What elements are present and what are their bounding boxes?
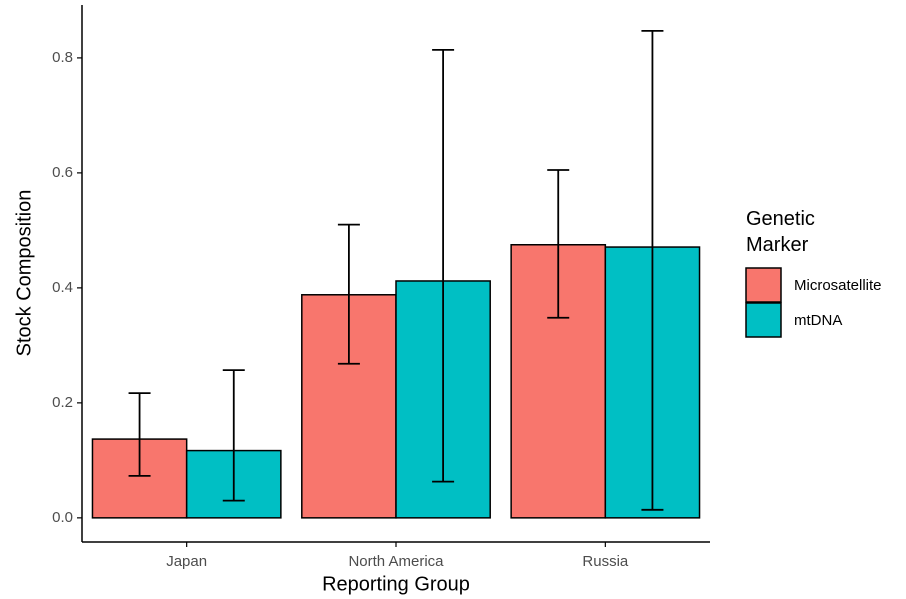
error-bar <box>128 392 151 477</box>
y-tick-label: 0.2 <box>52 394 73 411</box>
x-axis-title: Reporting Group <box>322 573 470 595</box>
y-tick-label: 0.6 <box>52 164 73 181</box>
error-bar <box>222 369 245 502</box>
legend-key <box>745 302 782 338</box>
error-bar <box>337 223 360 365</box>
y-tick-label: 0.4 <box>52 279 73 296</box>
x-tick-label: Japan <box>166 553 207 570</box>
error-bar <box>641 29 664 511</box>
legend-label: Microsatellite <box>794 277 882 294</box>
y-axis-title: Stock Composition <box>13 190 35 357</box>
legend-title: Genetic Marker <box>746 208 815 256</box>
y-tick-label: 0.8 <box>52 49 73 66</box>
error-bar <box>547 169 570 319</box>
x-tick-label: North America <box>348 553 444 570</box>
y-tick-label: 0.0 <box>52 509 73 526</box>
legend-label: mtDNA <box>794 312 842 329</box>
legend-key <box>745 267 782 303</box>
x-tick-label: Russia <box>582 553 629 570</box>
error-bar <box>432 48 455 483</box>
